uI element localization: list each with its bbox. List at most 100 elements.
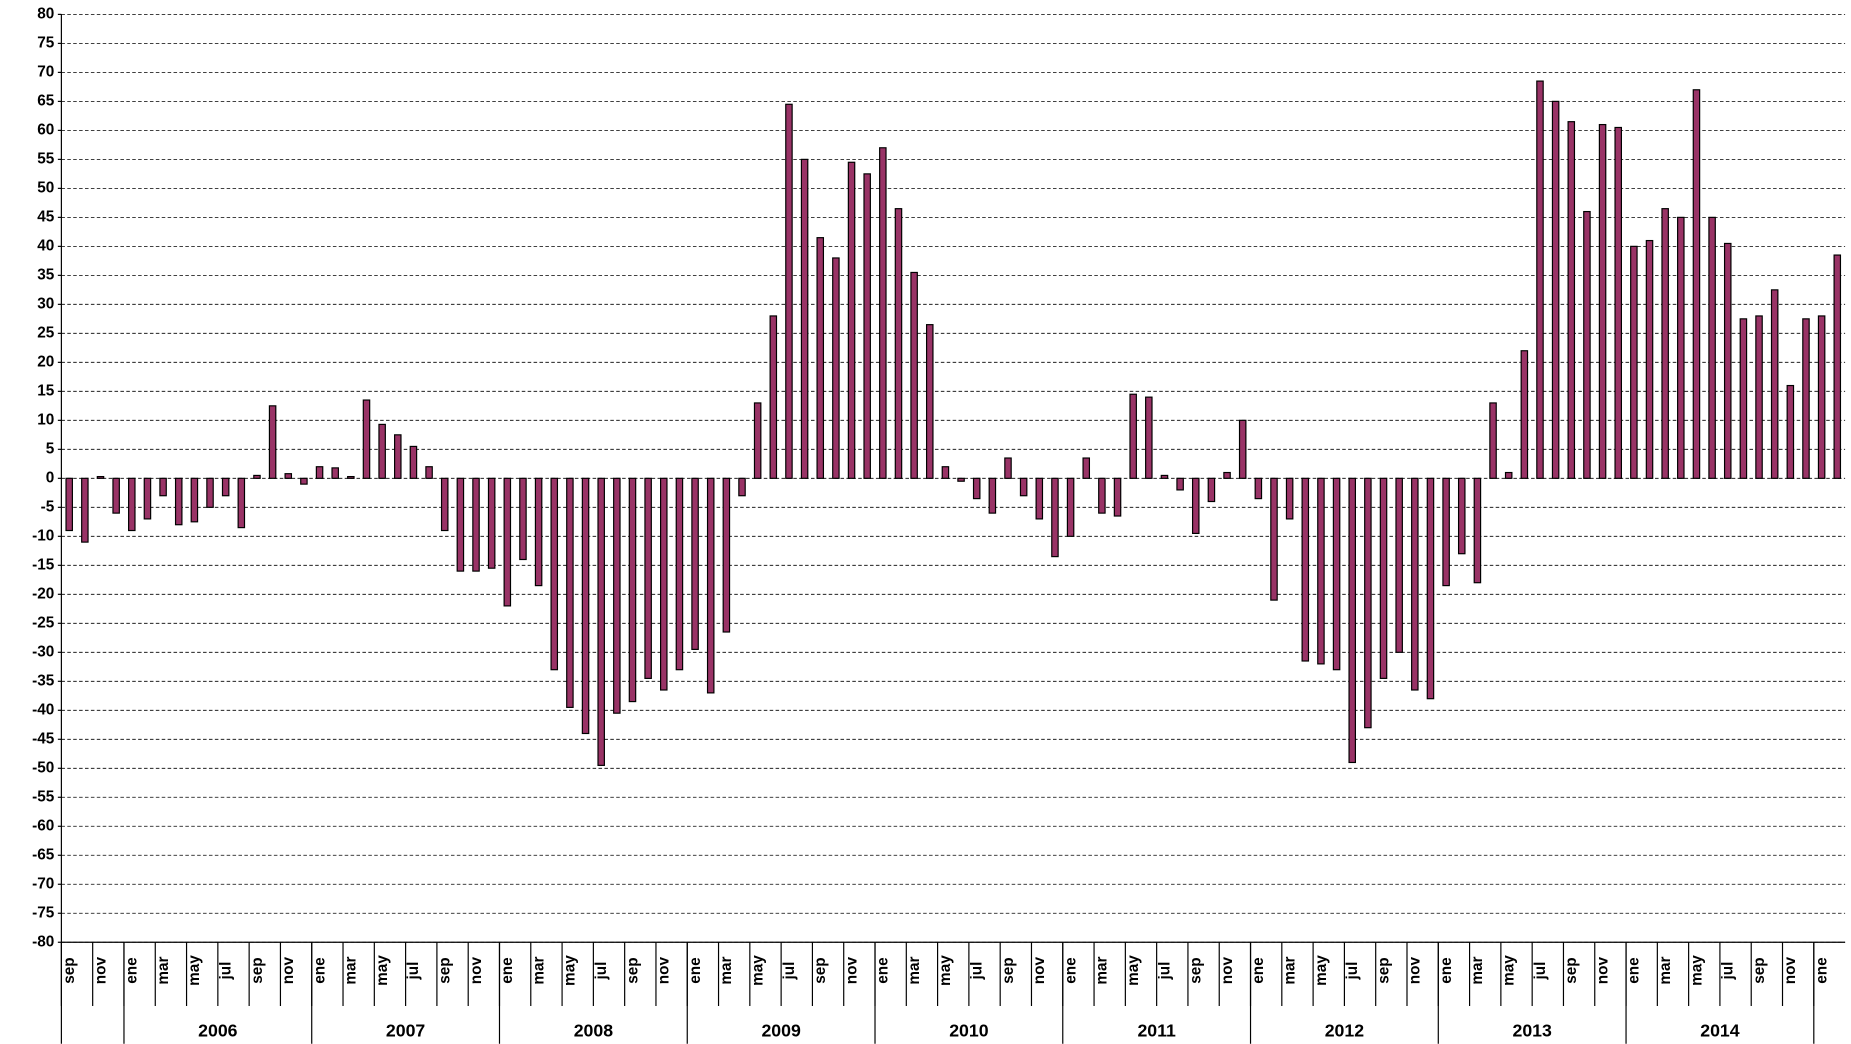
- year-label: 2013: [1512, 1021, 1552, 1041]
- y-tick-label: -30: [32, 643, 54, 660]
- x-tick-label: sep: [249, 957, 266, 983]
- x-tick-label: jul: [781, 962, 798, 981]
- bar: [1317, 477, 1325, 665]
- bar: [581, 477, 590, 735]
- y-tick-label: 60: [37, 121, 54, 138]
- x-tick-label: ene: [124, 957, 141, 983]
- y-tick-label: -45: [32, 730, 55, 747]
- x-tick-label: jul: [218, 962, 235, 981]
- bar: [1817, 315, 1826, 479]
- y-tick-label: -15: [32, 556, 55, 573]
- x-tick-label: mar: [155, 956, 172, 984]
- bar: [221, 477, 230, 497]
- bar: [534, 477, 543, 587]
- bar: [190, 477, 199, 523]
- bar: [253, 474, 261, 479]
- x-tick-label: sep: [61, 957, 78, 983]
- y-tick-label: 30: [37, 295, 54, 312]
- bar: [1301, 477, 1310, 662]
- year-label: 2011: [1137, 1021, 1176, 1041]
- x-tick-label: sep: [624, 957, 641, 983]
- year-label: 2008: [574, 1021, 614, 1041]
- bar: [1536, 80, 1544, 479]
- bar: [1051, 477, 1059, 558]
- bar: [284, 473, 293, 479]
- year-label: 2014: [1700, 1021, 1740, 1041]
- bar: [237, 477, 246, 529]
- bar: [753, 402, 762, 479]
- bar: [315, 466, 324, 479]
- x-tick-label: nov: [92, 956, 109, 984]
- bar: [738, 477, 746, 497]
- bar: [1802, 318, 1810, 479]
- bar: [1082, 457, 1091, 479]
- x-tick-label: jul: [969, 962, 986, 981]
- bar: [910, 271, 918, 479]
- bar: [1238, 419, 1247, 479]
- bar: [1473, 477, 1482, 584]
- bar: [1285, 477, 1294, 520]
- bar: [1176, 477, 1184, 491]
- x-tick-label: ene: [499, 957, 516, 983]
- y-tick-label: 0: [46, 469, 55, 486]
- x-tick-label: jul: [1344, 962, 1361, 981]
- bar: [1567, 121, 1576, 479]
- bar: [628, 477, 637, 703]
- bar: [1411, 477, 1419, 691]
- x-tick-label: jul: [1532, 962, 1549, 981]
- bar: [1129, 393, 1137, 479]
- y-tick-label: 75: [37, 34, 55, 51]
- bar: [1583, 210, 1591, 479]
- bar: [769, 315, 778, 479]
- bar: [785, 103, 793, 479]
- year-label: 2012: [1325, 1021, 1365, 1041]
- x-tick-label: ene: [875, 957, 892, 983]
- x-tick-label: mar: [530, 956, 547, 984]
- y-tick-label: 15: [37, 382, 55, 399]
- bar: [1098, 477, 1106, 514]
- y-tick-label: -35: [32, 672, 55, 689]
- bar: [1770, 289, 1779, 479]
- x-tick-label: ene: [1813, 957, 1830, 983]
- bar: [425, 466, 433, 479]
- bar: [957, 477, 965, 482]
- bar: [1160, 474, 1169, 479]
- year-label: 2006: [198, 1021, 238, 1041]
- bar: [1833, 254, 1842, 479]
- x-tick-label: sep: [1000, 957, 1017, 983]
- bar: [1145, 396, 1153, 479]
- bar: [1270, 477, 1278, 601]
- bar: [1645, 239, 1654, 479]
- x-tick-label: may: [562, 955, 579, 986]
- bar: [816, 237, 825, 479]
- bar: [440, 477, 449, 532]
- bar: [706, 477, 715, 694]
- y-tick-label: 65: [37, 92, 55, 109]
- bar: [1379, 477, 1388, 679]
- bar: [143, 477, 152, 520]
- y-tick-label: 45: [37, 208, 55, 225]
- bar: [1364, 477, 1372, 729]
- bar: [597, 477, 605, 766]
- bar: [675, 477, 684, 671]
- bar: [1019, 477, 1028, 497]
- bar: [1520, 350, 1529, 479]
- bar: [519, 477, 527, 561]
- x-tick-label: may: [749, 955, 766, 986]
- bar: [300, 477, 308, 485]
- bar: [660, 477, 668, 691]
- x-tick-label: may: [1688, 955, 1705, 986]
- bar: [1332, 477, 1341, 671]
- bar: [566, 477, 574, 708]
- y-tick-label: 20: [37, 353, 54, 370]
- bar: [1786, 384, 1795, 479]
- y-tick-label: -75: [32, 904, 55, 921]
- y-tick-label: 40: [37, 237, 54, 254]
- bar: [409, 445, 418, 479]
- x-tick-label: sep: [1375, 957, 1392, 983]
- bar: [1191, 477, 1200, 535]
- x-tick-label: may: [1501, 955, 1518, 986]
- bar: [550, 477, 559, 671]
- x-tick-label: nov: [1031, 956, 1048, 984]
